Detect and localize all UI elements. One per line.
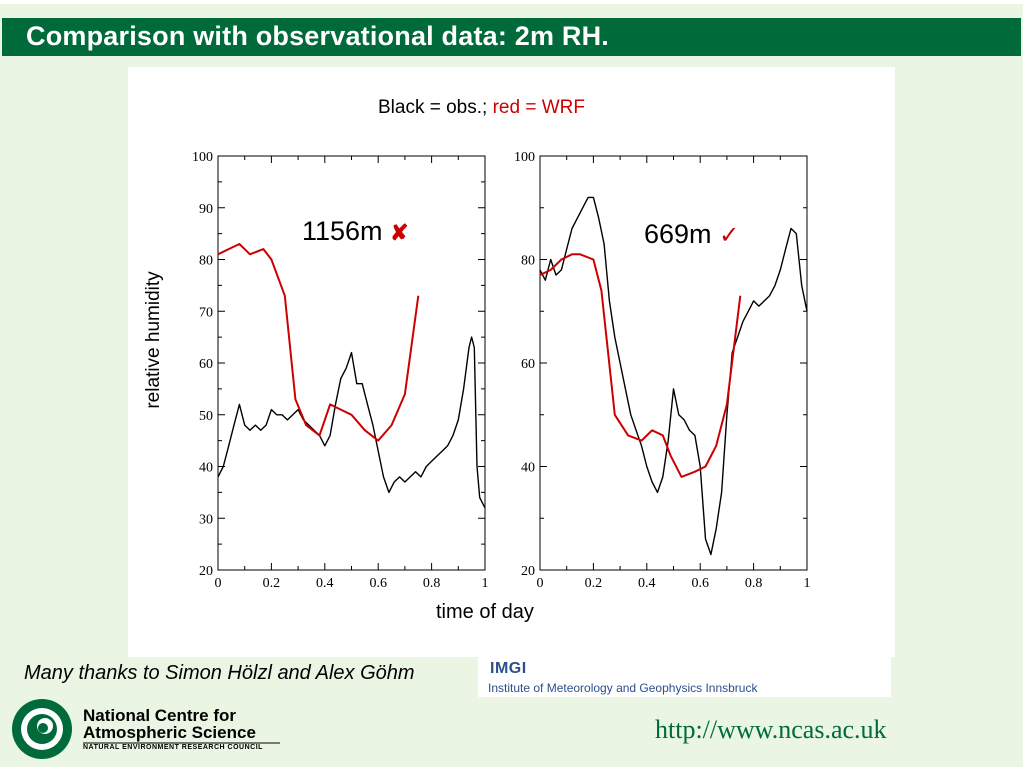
- imgi-abbr: IMGI: [490, 660, 527, 677]
- y-tick-label: 100: [514, 150, 535, 165]
- y-axis-label: relative humidity: [143, 271, 164, 409]
- top-border: [0, 0, 1023, 4]
- x-tick-label: 0.6: [369, 576, 387, 591]
- y-tick-label: 80: [199, 254, 213, 269]
- y-tick-label: 90: [199, 202, 213, 217]
- x-tick-label: 0.6: [691, 576, 709, 591]
- y-tick-label: 60: [199, 357, 213, 372]
- ncas-line3: NATURAL ENVIRONMENT RESEARCH COUNCIL: [83, 744, 263, 751]
- y-tick-label: 40: [521, 461, 535, 476]
- legend-black: Black = obs.;: [378, 97, 493, 118]
- cross-icon: ✘: [390, 220, 409, 245]
- x-tick-label: 0.4: [638, 576, 656, 591]
- chart-panel: [128, 67, 895, 657]
- annotation-label-2: 669m: [644, 219, 712, 249]
- acknowledgement: Many thanks to Simon Hölzl and Alex Göhm: [24, 662, 415, 684]
- imgi-name: Institute of Meteorology and Geophysics …: [488, 681, 758, 695]
- x-tick-label: 0.2: [263, 576, 281, 591]
- x-axis-label: time of day: [436, 601, 534, 623]
- wrf-line-1: [217, 243, 420, 442]
- ncas-line2: Atmospheric Science: [83, 723, 256, 742]
- y-tick-label: 20: [521, 564, 535, 579]
- slide-title: Comparison with observational data: 2m R…: [26, 21, 609, 51]
- annotation-label-1: 1156m: [302, 216, 383, 246]
- x-tick-label: 0: [215, 576, 222, 591]
- x-tick-label: 0.4: [316, 576, 334, 591]
- ncas-link[interactable]: http://www.ncas.ac.uk: [655, 715, 887, 744]
- y-tick-label: 100: [192, 150, 213, 165]
- x-tick-label: 0: [537, 576, 544, 591]
- obs-line-1: [217, 336, 486, 509]
- ncas-line1: National Centre for: [83, 706, 237, 725]
- legend-line: Black = obs.; red = WRF: [378, 97, 585, 119]
- check-icon: ✓: [719, 222, 740, 249]
- x-tick-label: 0.8: [745, 576, 763, 591]
- y-tick-label: 20: [199, 564, 213, 579]
- x-tick-label: 0.8: [423, 576, 441, 591]
- imgi-logo: IMGI Institute of Meteorology and Geophy…: [478, 657, 891, 697]
- y-tick-label: 30: [199, 512, 213, 527]
- title-bar: Comparison with observational data: 2m R…: [2, 18, 1021, 56]
- y-tick-label: 80: [521, 254, 535, 269]
- wrf-line-2: [539, 253, 742, 478]
- x-tick-label: 0.2: [585, 576, 603, 591]
- legend-red: red = WRF: [492, 97, 585, 118]
- y-tick-label: 60: [521, 357, 535, 372]
- annotation-669m: 669m ✓: [644, 219, 739, 250]
- x-tick-label: 1: [482, 576, 489, 591]
- y-tick-label: 50: [199, 409, 213, 424]
- ncas-logo-icon: [12, 699, 280, 759]
- y-tick-label: 70: [199, 305, 213, 320]
- obs-line-2: [539, 196, 808, 556]
- annotation-1156m: 1156m ✘: [302, 216, 409, 247]
- x-tick-label: 1: [804, 576, 811, 591]
- y-tick-label: 40: [199, 461, 213, 476]
